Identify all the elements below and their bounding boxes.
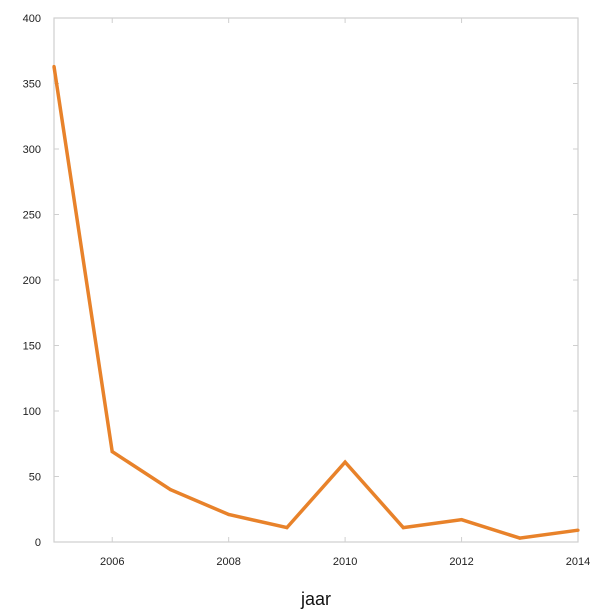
data-point — [518, 536, 522, 540]
x-axis-label: jaar — [300, 589, 331, 609]
y-tick-label: 50 — [29, 472, 41, 484]
x-tick-label: 2010 — [333, 556, 357, 568]
data-points — [52, 64, 580, 540]
y-tick-label: 200 — [23, 275, 41, 287]
data-point — [52, 64, 56, 69]
data-point — [227, 512, 231, 517]
x-tick-label: 2008 — [216, 556, 240, 568]
y-tick-label: 400 — [23, 13, 41, 25]
x-axis-ticks: 2006 2008 2010 2012 2014 — [100, 18, 590, 568]
series-line — [52, 66, 579, 540]
y-tick-label: 300 — [23, 144, 41, 156]
x-tick-label: 2006 — [100, 556, 124, 568]
y-tick-label: 150 — [23, 341, 41, 353]
y-tick-label: 250 — [23, 210, 41, 222]
x-tick-label: 2012 — [449, 556, 473, 568]
y-tick-label: 100 — [23, 406, 41, 418]
data-point — [459, 518, 464, 522]
y-tick-label: 350 — [23, 79, 41, 91]
x-tick-label: 2014 — [566, 556, 590, 568]
data-point — [110, 450, 114, 454]
data-point — [401, 525, 405, 530]
y-axis-ticks: 0 50 100 150 200 250 300 350 400 — [23, 13, 578, 549]
data-point — [343, 460, 347, 464]
data-point — [168, 488, 173, 492]
data-point — [285, 525, 289, 530]
data-point — [576, 528, 580, 532]
y-tick-label: 0 — [35, 537, 41, 549]
